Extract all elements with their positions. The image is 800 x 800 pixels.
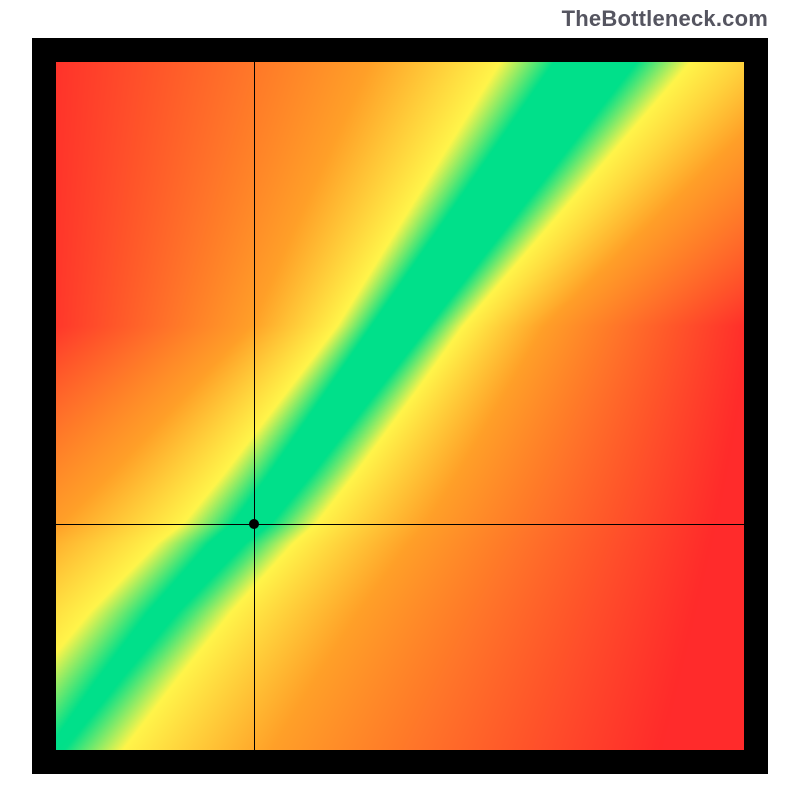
- bottleneck-heatmap-plot: [56, 62, 744, 750]
- site-watermark: TheBottleneck.com: [562, 6, 768, 32]
- bottleneck-heatmap-frame: [32, 38, 768, 774]
- page-root: TheBottleneck.com: [0, 0, 800, 800]
- crosshair-vertical: [254, 62, 255, 750]
- heatmap-canvas: [56, 62, 744, 750]
- crosshair-horizontal: [56, 524, 744, 525]
- bottleneck-point: [249, 519, 259, 529]
